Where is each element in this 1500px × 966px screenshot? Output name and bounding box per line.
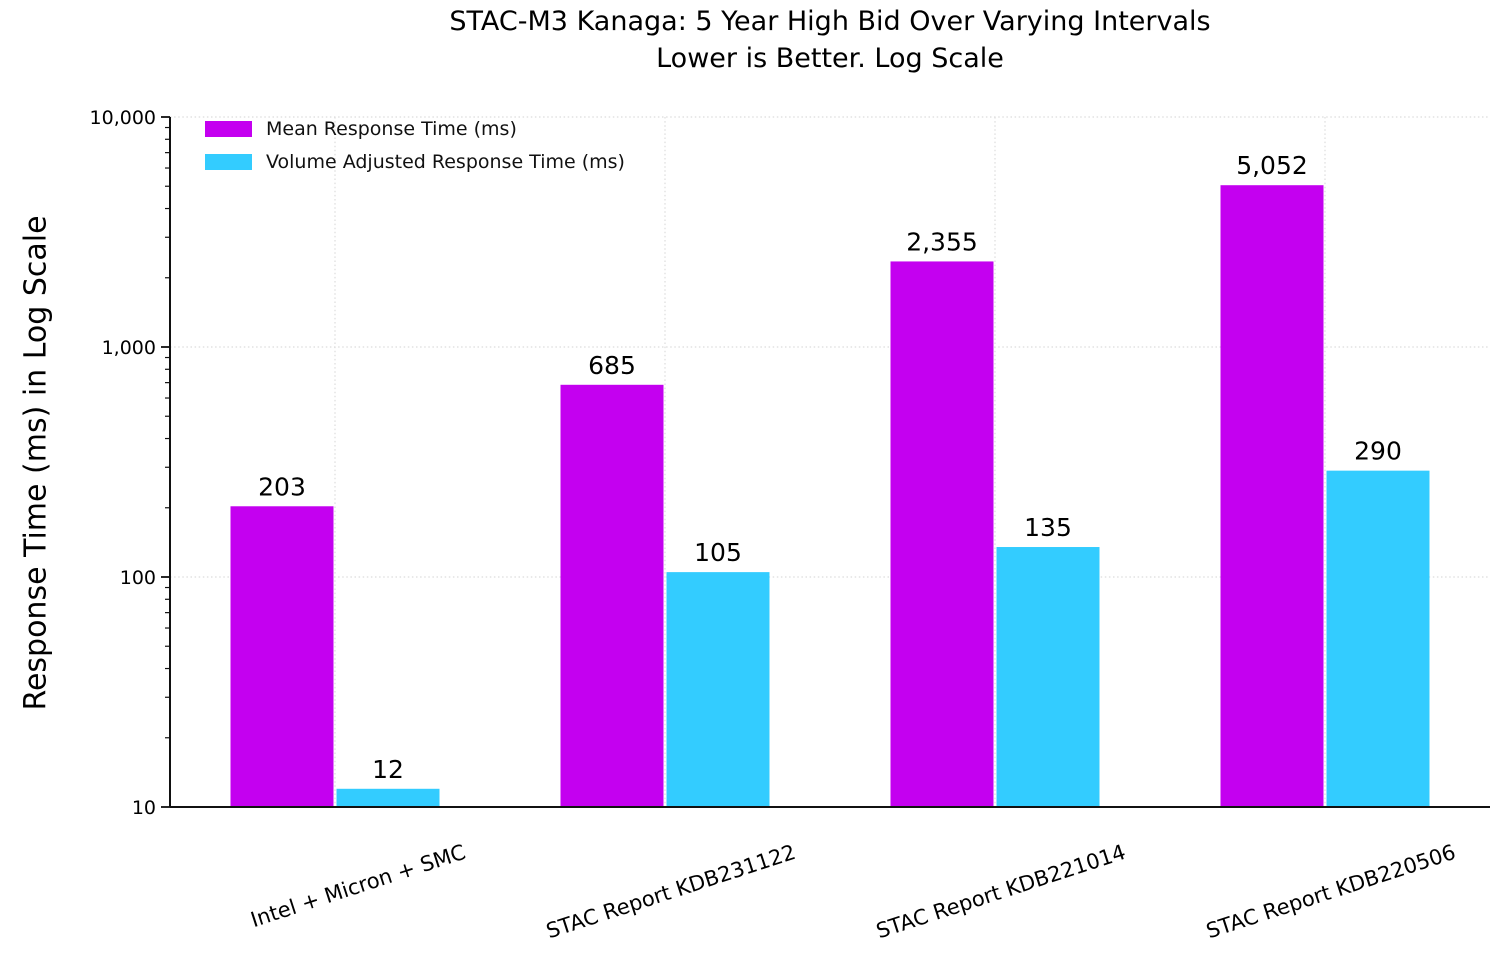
y-tick-label-10000: 10,000: [90, 107, 156, 129]
y-tick-label-1000: 1,000: [102, 337, 156, 359]
legend-swatch-volume-adjusted-icon: [205, 153, 252, 170]
y-tick-label-10: 10: [132, 797, 156, 819]
bar-series0-cat1: [560, 384, 664, 807]
bar-series1-cat3: [1326, 470, 1430, 807]
bar-value-label-series0-cat2: 2,355: [906, 227, 978, 256]
bar-value-label-series0-cat3: 5,052: [1236, 151, 1308, 180]
chart-title-line1: STAC-M3 Kanaga: 5 Year High Bid Over Var…: [449, 6, 1211, 37]
bar-series1-cat1: [666, 572, 770, 807]
bar-value-label-series0-cat1: 685: [588, 351, 636, 380]
bar-series0-cat0: [230, 506, 334, 807]
y-axis-label: Response Time (ms) in Log Scale: [18, 215, 54, 711]
bar-series0-cat2: [890, 261, 994, 807]
bar-value-label-series1-cat2: 135: [1024, 513, 1072, 542]
bar-value-label-series0-cat0: 203: [258, 472, 306, 501]
x-category-label-1: STAC Report KDB231122: [543, 840, 798, 943]
legend-item-mean: Mean Response Time (ms): [205, 112, 625, 145]
bar-series0-cat3: [1220, 185, 1324, 807]
chart-title-line2: Lower is Better. Log Scale: [656, 43, 1004, 74]
bar-value-label-series1-cat0: 12: [372, 755, 404, 784]
legend-label-mean: Mean Response Time (ms): [266, 117, 517, 140]
legend-label-volume-adjusted: Volume Adjusted Response Time (ms): [266, 150, 625, 173]
x-category-label-3: STAC Report KDB220506: [1203, 840, 1458, 943]
legend-swatch-mean-icon: [205, 120, 252, 137]
x-category-label-2: STAC Report KDB221014: [873, 840, 1128, 943]
bar-series1-cat0: [336, 788, 440, 807]
bar-series1-cat2: [996, 547, 1100, 807]
y-tick-label-100: 100: [120, 567, 156, 589]
legend: Mean Response Time (ms) Volume Adjusted …: [205, 112, 625, 178]
bar-value-label-series1-cat1: 105: [694, 538, 742, 567]
bar-value-label-series1-cat3: 290: [1354, 437, 1402, 466]
x-category-label-0: Intel + Micron + SMC: [248, 840, 469, 932]
legend-item-volume-adjusted: Volume Adjusted Response Time (ms): [205, 145, 625, 178]
chart-title: STAC-M3 Kanaga: 5 Year High Bid Over Var…: [170, 3, 1490, 77]
